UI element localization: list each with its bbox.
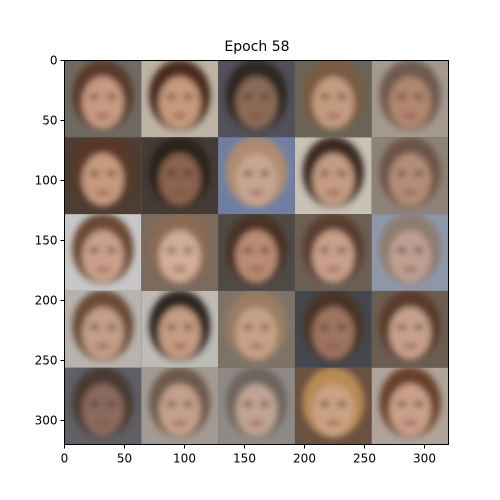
face-tile [64,214,142,291]
face-tile [294,290,372,368]
face-tile [294,60,372,138]
face-tile [371,367,449,445]
face-tile [371,290,449,368]
face-tile [141,367,219,445]
x-tick-label: 200 [293,452,316,466]
face-tile [371,60,449,138]
y-tick-label: 50 [42,114,57,128]
y-tick-label: 100 [35,174,58,188]
x-tick-label: 0 [61,452,69,466]
x-tick-label: 100 [173,452,196,466]
face-tile [218,137,295,215]
face-tile [218,60,295,138]
face-tile [218,290,295,368]
face-tile [141,60,219,138]
face-tile [64,367,142,445]
y-tick-label: 300 [35,414,58,428]
x-tick-label: 50 [117,452,132,466]
face-tile [64,137,142,215]
x-axis: 0 50 100 150 200 250 300 [61,444,436,466]
face-tile [64,290,142,368]
face-tile [141,290,219,368]
face-tile [218,214,295,291]
face-tile [218,367,295,445]
face-tile [141,214,219,291]
x-tick-label: 150 [233,452,256,466]
face-tile [294,367,372,445]
figure-title: Epoch 58 [224,39,289,55]
face-tile [294,214,372,291]
face-tile [64,60,142,138]
y-axis: 0 50 100 150 200 250 300 [35,54,65,428]
y-tick-label: 200 [35,294,58,308]
image-grid [64,60,449,445]
y-tick-label: 250 [35,354,58,368]
face-tile [371,137,449,215]
x-tick-label: 300 [413,452,436,466]
y-tick-label: 150 [35,234,58,248]
y-tick-label: 0 [50,54,58,68]
face-tile [141,137,219,215]
face-tile [371,214,449,291]
x-tick-label: 250 [353,452,376,466]
face-tile [294,137,372,215]
axes-frame [64,60,449,445]
